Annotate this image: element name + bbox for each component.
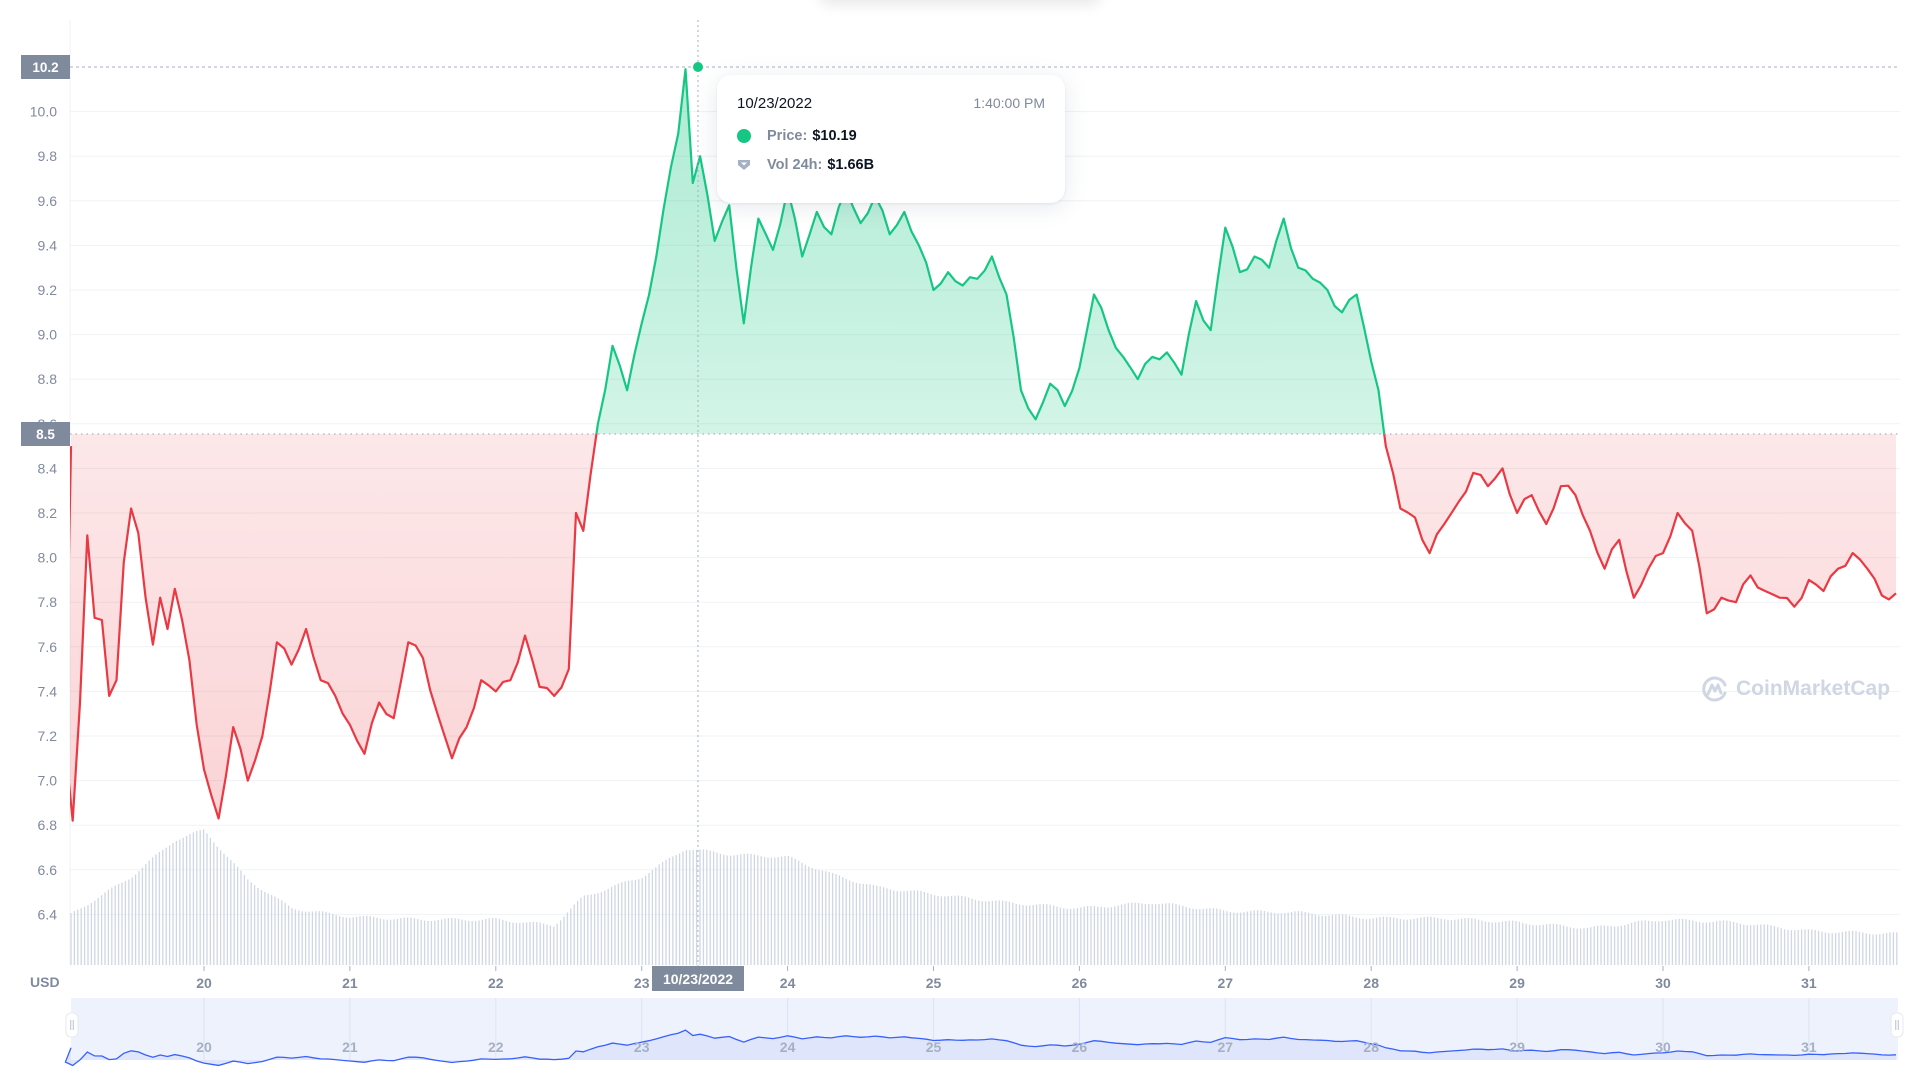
navigator-tick-label: 24 bbox=[780, 1039, 796, 1055]
y-tick-label: 9.4 bbox=[38, 237, 58, 253]
navigator-tick-label: 31 bbox=[1801, 1039, 1817, 1055]
price-dot-icon bbox=[737, 129, 751, 143]
y-tick-label: 8.2 bbox=[38, 505, 58, 521]
coinmarketcap-watermark: CoinMarketCap bbox=[1700, 674, 1890, 704]
y-tick-label: 6.6 bbox=[38, 862, 58, 878]
y-tick-label: 7.0 bbox=[38, 773, 58, 789]
currency-label: USD bbox=[30, 974, 60, 990]
navigator-tick-label: 27 bbox=[1218, 1039, 1234, 1055]
navigator-tick-label: 26 bbox=[1072, 1039, 1088, 1055]
y-tick-label: 8.8 bbox=[38, 371, 58, 387]
x-tick-label: 20 bbox=[196, 975, 212, 991]
max-price-badge: 10.2 bbox=[21, 55, 70, 79]
navigator-tick-label: 29 bbox=[1509, 1039, 1525, 1055]
navigator-left-handle[interactable] bbox=[65, 1012, 79, 1038]
y-tick-label: 7.4 bbox=[38, 683, 58, 699]
y-tick-label: 6.4 bbox=[38, 906, 58, 922]
x-tick-label: 27 bbox=[1218, 975, 1234, 991]
y-tick-label: 8.4 bbox=[38, 460, 58, 476]
y-tick-label: 9.0 bbox=[38, 327, 58, 343]
y-tick-label: 10.0 bbox=[30, 104, 57, 120]
x-axis: USD 20 21 22 23 24 25 26 27 28 29 30 31 bbox=[30, 966, 1817, 991]
tooltip-volume-value: $1.66B bbox=[827, 157, 875, 173]
navigator-tick-label: 30 bbox=[1655, 1039, 1671, 1055]
x-tick-label: 21 bbox=[342, 975, 358, 991]
y-tick-label: 9.2 bbox=[38, 282, 58, 298]
tooltip-price-label: Price: bbox=[767, 128, 808, 144]
watermark-text: CoinMarketCap bbox=[1736, 677, 1891, 700]
x-tick-label: 26 bbox=[1072, 975, 1088, 991]
x-tick-label: 30 bbox=[1655, 975, 1671, 991]
x-tick-label: 24 bbox=[780, 975, 796, 991]
volume-shield-icon bbox=[738, 160, 750, 170]
y-tick-label: 9.6 bbox=[38, 193, 58, 209]
tooltip-price-row: Price: $10.19 bbox=[737, 128, 857, 144]
tooltip-date: 10/23/2022 bbox=[737, 95, 813, 112]
tooltip-price-value: $10.19 bbox=[812, 128, 857, 144]
x-tick-label: 23 bbox=[634, 975, 650, 991]
y-tick-label: 7.2 bbox=[38, 728, 58, 744]
navigator-tick-label: 20 bbox=[196, 1039, 212, 1055]
price-line-up bbox=[595, 68, 1386, 434]
y-tick-label: 9.8 bbox=[38, 148, 58, 164]
x-tick-label: 28 bbox=[1363, 975, 1379, 991]
x-tick-label: 22 bbox=[488, 975, 504, 991]
coinmarketcap-logo-icon bbox=[1702, 676, 1727, 702]
volume-bars bbox=[70, 829, 1898, 965]
navigator-tick-label: 21 bbox=[342, 1039, 358, 1055]
navigator[interactable]: 20 21 22 23 24 25 26 27 28 29 30 31 bbox=[64, 998, 1904, 1067]
navigator-tick-label: 28 bbox=[1363, 1039, 1379, 1055]
tooltip-time: 1:40:00 PM bbox=[973, 95, 1045, 111]
hover-point-marker bbox=[693, 62, 703, 72]
reference-price-badge: 8.5 bbox=[21, 422, 70, 446]
navigator-tick-label: 25 bbox=[926, 1039, 942, 1055]
tooltip-volume-label: Vol 24h: bbox=[767, 157, 823, 173]
navigator-tick-label: 23 bbox=[634, 1039, 650, 1055]
navigator-right-handle[interactable] bbox=[1890, 1012, 1904, 1038]
navigator-tick-label: 22 bbox=[488, 1039, 504, 1055]
price-area bbox=[70, 68, 1897, 822]
price-line-down bbox=[70, 434, 1897, 822]
hover-tooltip: 10/23/2022 1:40:00 PM Price: $10.19 Vol … bbox=[717, 75, 1065, 203]
tooltip-volume-row: Vol 24h: $1.66B bbox=[737, 157, 874, 173]
crosshair-date-badge: 10/23/2022 bbox=[652, 966, 744, 991]
x-tick-label: 29 bbox=[1509, 975, 1525, 991]
y-tick-label: 7.6 bbox=[38, 639, 58, 655]
y-tick-label: 8.0 bbox=[38, 550, 58, 566]
x-tick-label: 31 bbox=[1801, 975, 1817, 991]
x-tick-label: 25 bbox=[926, 975, 942, 991]
y-axis: 10.09.89.69.49.29.08.88.68.48.28.07.87.6… bbox=[30, 104, 57, 923]
y-tick-label: 6.8 bbox=[38, 817, 58, 833]
y-tick-label: 7.8 bbox=[38, 594, 58, 610]
navigator-series bbox=[64, 1029, 1897, 1067]
